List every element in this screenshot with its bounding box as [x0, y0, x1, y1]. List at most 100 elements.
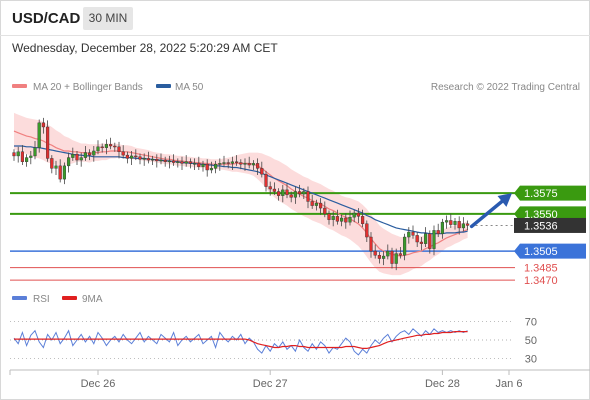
candle-body	[62, 165, 66, 180]
candle-body	[125, 154, 129, 159]
x-tick-label-Dec-27: Dec 27	[253, 378, 288, 390]
candle-body	[344, 217, 348, 223]
rsi-swatch	[12, 296, 27, 300]
rsi-tick-label-30: 30	[525, 354, 537, 366]
candle-body	[192, 163, 197, 165]
candle-body	[428, 233, 432, 249]
candle-body	[71, 154, 75, 158]
rsi-line	[13, 328, 468, 356]
candle-body	[415, 235, 419, 243]
candle-body	[121, 151, 125, 156]
candle-body	[264, 173, 268, 187]
candle-body	[184, 161, 188, 164]
candle-body	[331, 216, 335, 220]
candle-body	[33, 147, 37, 157]
candle-body	[251, 163, 255, 166]
candle-body	[150, 159, 155, 161]
forecast-arrow-shaft	[469, 197, 507, 229]
candle-body	[285, 189, 289, 196]
candle-body	[100, 146, 104, 149]
candle-body	[188, 161, 192, 164]
candle-body	[226, 162, 230, 164]
candle-body	[66, 157, 71, 167]
candle-body	[146, 158, 150, 161]
candle-body	[377, 255, 381, 259]
price-legend: MA 20 + Bollinger Bands MA 50 Research ©…	[12, 82, 580, 93]
candle-body	[239, 162, 243, 165]
credit-label: Research © 2022 Trading Central	[431, 82, 580, 93]
candle-body	[272, 188, 276, 192]
candle-body	[365, 223, 369, 238]
candle-body	[369, 236, 373, 252]
candle-body	[356, 212, 360, 217]
candle-body	[440, 221, 444, 234]
candle-body	[403, 236, 407, 256]
candle-body	[180, 161, 184, 164]
candle-body	[29, 155, 33, 158]
resistance-label-1.3550: 1.3550	[524, 209, 558, 221]
candle-body	[92, 150, 96, 156]
ma50-legend-label: MA 50	[175, 82, 204, 93]
candle-body	[201, 164, 205, 167]
pivot-label-box-1.3505	[514, 243, 586, 259]
candle-body	[335, 216, 339, 222]
candle-body	[419, 241, 423, 244]
forecast-arrow	[469, 193, 512, 229]
resistance-label-box-1.3575	[514, 185, 586, 201]
candle-body	[243, 163, 247, 165]
candle-body	[323, 207, 327, 215]
candle-body	[302, 191, 306, 195]
rsi-tick-label-50: 50	[525, 335, 537, 347]
resistance-label-1.3575: 1.3575	[524, 188, 558, 200]
candle-body	[424, 233, 428, 244]
candle-body	[234, 161, 239, 163]
candle-body	[54, 165, 58, 169]
candle-body	[306, 191, 310, 202]
candle-body	[445, 220, 449, 223]
candle-body	[75, 154, 79, 161]
timeframe-badge[interactable]: 30 MIN	[83, 7, 133, 30]
candle-body	[20, 151, 24, 162]
candle-body	[41, 122, 45, 128]
candle-body	[436, 230, 440, 234]
candle-body	[46, 126, 50, 159]
candle-body	[163, 159, 167, 162]
candle-body	[394, 253, 398, 264]
candle-body	[457, 221, 461, 229]
level-lines	[10, 192, 515, 281]
candle-body	[155, 159, 159, 162]
rsi-ma-legend-label: 9MA	[82, 294, 103, 305]
candle-body	[213, 164, 218, 169]
candle-body	[319, 202, 323, 209]
candle-body	[176, 161, 180, 163]
candle-body	[461, 223, 465, 229]
ma20-swatch	[12, 84, 27, 88]
candle-body	[209, 168, 213, 171]
candle-body	[197, 163, 201, 167]
candle-body	[348, 216, 352, 223]
header-bar: USD/CAD 30 MIN	[0, 0, 590, 36]
forecast-arrow-head	[497, 193, 512, 207]
candle-body	[142, 158, 146, 160]
last-price-label: 1.3536	[524, 220, 558, 232]
candle-body	[310, 201, 314, 206]
candle-body	[361, 216, 365, 224]
candle-body	[386, 250, 390, 257]
candle-body	[138, 156, 142, 160]
candle-body	[449, 220, 453, 225]
candle-body	[230, 161, 234, 164]
x-tick-label-Dec-26: Dec 26	[81, 378, 116, 390]
candle-body	[96, 146, 100, 152]
candle-body	[16, 151, 20, 157]
rsi-panel: 70 50 30	[10, 316, 537, 366]
timestamp: Wednesday, December 28, 2022 5:20:29 AM …	[12, 41, 278, 55]
resistance-label-box-1.3550	[514, 206, 586, 222]
candle-body	[129, 155, 134, 159]
candle-body	[453, 221, 457, 225]
candle-body	[171, 160, 176, 163]
candle-body	[382, 255, 386, 259]
candle-body	[352, 212, 356, 218]
candle-body	[390, 250, 394, 264]
candle-body	[83, 152, 87, 158]
